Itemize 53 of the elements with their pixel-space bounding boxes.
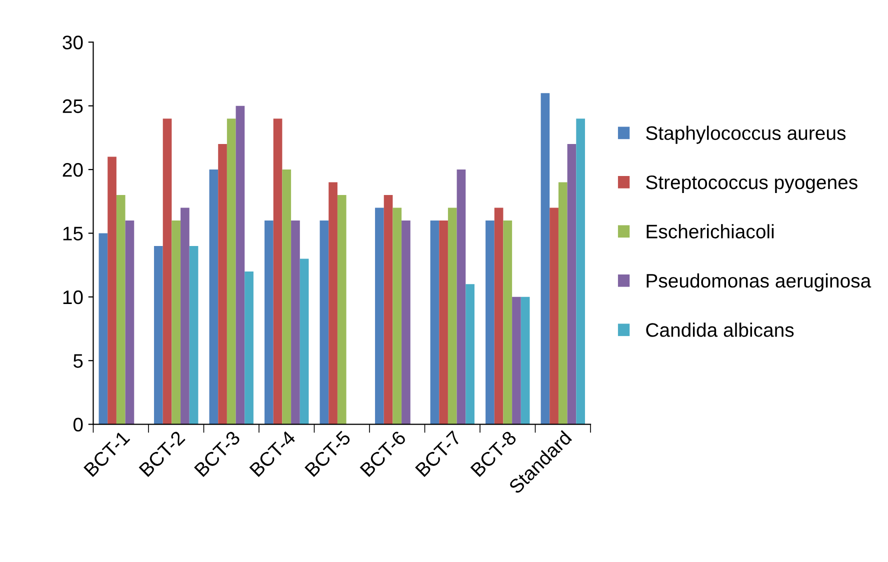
y-tick-label: 5 bbox=[73, 354, 83, 368]
bar bbox=[300, 258, 309, 424]
bar bbox=[264, 220, 274, 424]
y-tick-label: 25 bbox=[62, 99, 83, 114]
legend-label: Streptococcus pyogenes bbox=[646, 175, 858, 194]
bar bbox=[320, 220, 329, 424]
bar bbox=[244, 271, 254, 424]
legend-label: Pseudomonas aeruginosa bbox=[646, 273, 872, 292]
legend-label: Candida albicans bbox=[646, 322, 794, 337]
bar bbox=[209, 170, 218, 424]
bar bbox=[291, 220, 300, 424]
y-tick-label: 10 bbox=[63, 290, 83, 304]
bar bbox=[439, 220, 448, 424]
bar bbox=[108, 156, 116, 424]
bar bbox=[430, 220, 440, 424]
bar bbox=[494, 208, 504, 424]
bar bbox=[273, 118, 282, 424]
bar bbox=[98, 233, 108, 424]
bar bbox=[154, 246, 163, 424]
y-tick-label: 15 bbox=[63, 226, 83, 240]
bar bbox=[218, 144, 227, 424]
bar bbox=[392, 208, 402, 424]
bar bbox=[567, 144, 576, 424]
bar bbox=[456, 170, 466, 424]
bar bbox=[486, 220, 494, 424]
bar bbox=[384, 195, 393, 424]
bar bbox=[550, 208, 558, 424]
bar bbox=[540, 93, 550, 424]
bar bbox=[236, 106, 245, 424]
y-tick-label: 20 bbox=[62, 163, 83, 177]
bar bbox=[328, 182, 338, 424]
bar bbox=[576, 118, 585, 424]
bar bbox=[512, 296, 521, 424]
bar bbox=[503, 220, 512, 424]
bar bbox=[466, 284, 474, 424]
bar bbox=[172, 220, 181, 424]
bar bbox=[162, 118, 172, 424]
bar bbox=[448, 208, 457, 424]
legend-label: Escherichiacoli bbox=[646, 224, 774, 238]
bar bbox=[180, 208, 190, 424]
bar bbox=[375, 208, 384, 424]
legend-label: Staphylococcus aureus bbox=[646, 126, 846, 144]
bar bbox=[337, 195, 346, 424]
y-tick-label: 0 bbox=[73, 418, 83, 432]
bar bbox=[520, 296, 530, 424]
bar bbox=[116, 195, 126, 424]
bar bbox=[125, 220, 134, 424]
bar bbox=[226, 118, 236, 424]
bar bbox=[282, 170, 292, 424]
bar bbox=[558, 182, 568, 424]
bar bbox=[402, 220, 410, 424]
bar bbox=[189, 246, 198, 424]
y-tick-label: 30 bbox=[62, 36, 83, 50]
